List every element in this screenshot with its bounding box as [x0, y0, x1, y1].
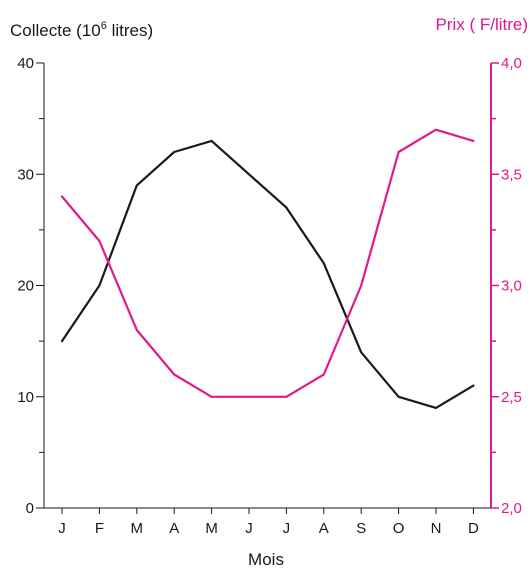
x-axis-tick-label: N [431, 520, 442, 537]
x-axis-tick-label: A [169, 520, 179, 537]
x-axis-tick-label: J [283, 520, 291, 537]
left-axis-tick-label: 20 [17, 278, 34, 295]
x-axis-tick-label: S [356, 520, 366, 537]
left-axis-title-main: Collecte (10 [10, 21, 101, 40]
x-axis-tick-label: A [319, 520, 329, 537]
left-axis-title: Collecte (106 litres) [10, 20, 153, 40]
x-axis-tick-label: J [245, 520, 253, 537]
left-axis-tick-label: 30 [17, 166, 34, 183]
left-axis-title-tail: litres) [107, 21, 153, 40]
right-axis-tick-label: 2,0 [501, 500, 522, 517]
right-axis-tick-label: 2,5 [501, 389, 522, 406]
right-axis-tick-label: 3,0 [501, 278, 522, 295]
left-axis-title-sup: 6 [101, 20, 107, 32]
right-axis-tick-label: 4,0 [501, 55, 522, 72]
x-axis-tick-label: M [131, 520, 144, 537]
left-axis-tick-label: 40 [17, 55, 34, 72]
x-axis-tick-label: M [205, 520, 218, 537]
right-axis-title: Prix ( F/litre) [435, 15, 528, 34]
x-axis-tick-label: F [95, 520, 104, 537]
x-axis-tick-label: D [468, 520, 479, 537]
x-axis-tick-label: J [58, 520, 66, 537]
left-axis-tick-label: 0 [26, 500, 34, 517]
collecte-series-line [60, 139, 475, 409]
x-axis-title: Mois [248, 550, 284, 569]
prix-series-line [60, 128, 475, 398]
right-axis-tick-label: 3,5 [501, 166, 522, 183]
left-axis-tick-label: 10 [17, 389, 34, 406]
x-axis-tick-label: O [393, 520, 405, 537]
